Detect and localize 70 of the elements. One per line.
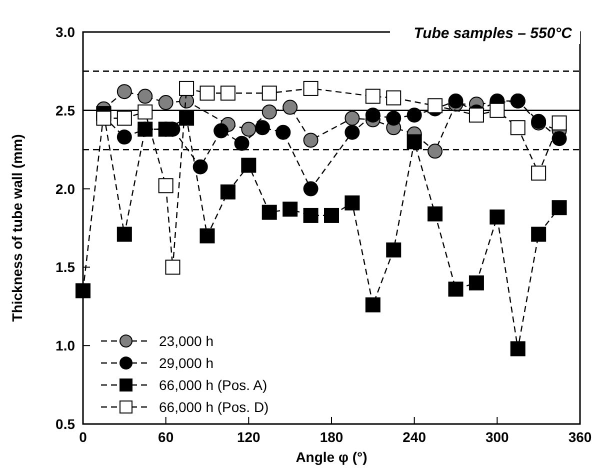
x-tick-label: 180 — [320, 429, 344, 445]
point — [116, 130, 132, 145]
point — [220, 184, 236, 200]
point — [324, 208, 339, 223]
point — [116, 84, 132, 100]
y-axis-title: Thickness of tube wall (mm) — [9, 134, 25, 322]
legend-label: 66,000 h (Pos. D) — [159, 399, 269, 415]
y-tick-label: 0.5 — [56, 416, 76, 432]
y-tick-label: 2.0 — [56, 180, 76, 197]
point — [468, 108, 484, 123]
x-tick-label: 300 — [485, 429, 510, 445]
point — [158, 95, 174, 110]
x-tick-label: 360 — [568, 429, 592, 445]
point — [214, 123, 229, 138]
point — [116, 226, 132, 242]
point — [552, 131, 567, 146]
point — [386, 110, 402, 126]
point — [344, 110, 360, 126]
point — [468, 275, 484, 290]
point — [386, 242, 402, 258]
point — [428, 206, 443, 222]
point — [303, 132, 318, 148]
point — [138, 88, 153, 104]
point — [158, 122, 174, 137]
point — [406, 108, 422, 123]
chart-title: Tube samples – 550°C — [414, 25, 574, 42]
point — [138, 122, 153, 137]
y-tick-label: 2.5 — [56, 102, 76, 118]
x-axis-title: Angle φ (°) — [296, 449, 368, 465]
y-tick-label: 3.0 — [56, 24, 76, 40]
point — [76, 283, 90, 298]
legend-label: 29,000 h — [159, 355, 214, 371]
point — [552, 115, 567, 130]
point — [428, 144, 443, 159]
point — [448, 93, 464, 108]
point — [241, 158, 256, 173]
point — [303, 208, 318, 223]
point — [241, 122, 256, 137]
point — [303, 181, 318, 196]
point — [552, 200, 567, 216]
point — [276, 124, 291, 140]
point — [365, 297, 380, 312]
point — [262, 204, 277, 220]
point — [192, 159, 208, 174]
point — [365, 108, 380, 123]
point — [282, 100, 298, 115]
y-tick-label: 1.5 — [56, 259, 76, 276]
point — [490, 210, 505, 225]
x-tick-label: 0 — [79, 429, 88, 445]
point — [531, 226, 546, 242]
point — [282, 202, 298, 217]
point — [510, 341, 526, 356]
point — [138, 104, 153, 120]
point — [490, 102, 505, 118]
point — [428, 98, 443, 114]
point — [406, 134, 422, 150]
legend-label: 66,000 h (Pos. A) — [159, 377, 268, 393]
x-tick-label: 60 — [158, 429, 174, 445]
point — [254, 120, 270, 136]
x-tick-label: 240 — [402, 429, 426, 445]
point — [262, 104, 277, 120]
point — [448, 282, 464, 297]
point — [344, 195, 360, 210]
point — [179, 110, 194, 126]
point — [234, 136, 250, 151]
legend-label: 23,000 h — [159, 333, 214, 349]
x-tick-label: 120 — [236, 429, 261, 445]
point — [200, 228, 215, 244]
point — [344, 124, 360, 140]
y-tick-label: 1.0 — [56, 338, 76, 354]
